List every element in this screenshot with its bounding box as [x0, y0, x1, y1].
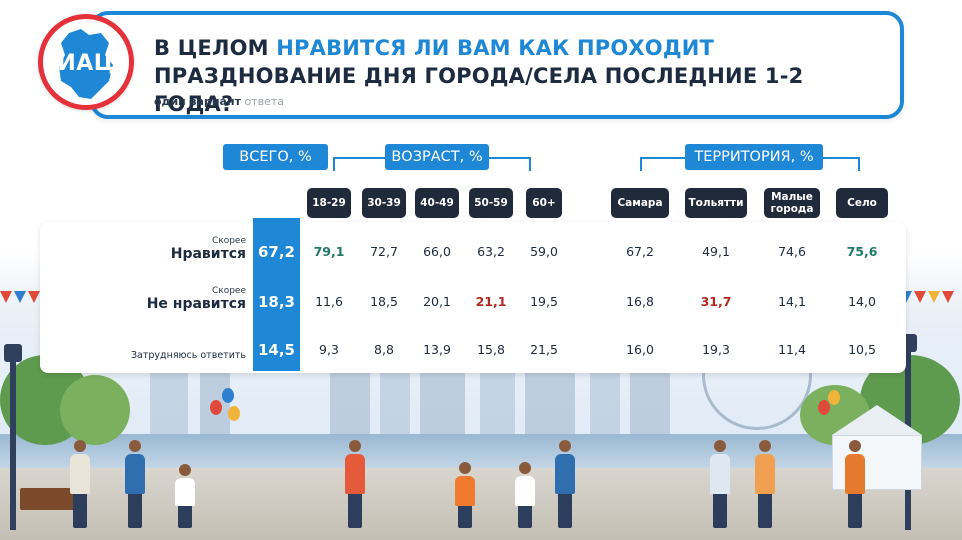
column-header: Самара	[611, 188, 669, 218]
balloon	[828, 390, 840, 405]
table-cell: 19,3	[702, 342, 730, 357]
person	[455, 462, 475, 528]
balloon	[222, 388, 234, 403]
person	[555, 440, 575, 528]
street-lamp	[4, 344, 22, 530]
column-header: 18-29	[307, 188, 351, 218]
total-column-highlight	[253, 218, 300, 371]
person	[125, 440, 145, 528]
title-highlight: НРАВИТСЯ ЛИ ВАМ КАК ПРОХОДИТ	[276, 36, 715, 60]
group-territory-label: ТЕРРИТОРИЯ, %	[685, 144, 823, 170]
group-total-label: ВСЕГО, %	[223, 144, 328, 170]
table-cell: 66,0	[423, 244, 451, 259]
table-cell: 15,8	[477, 342, 505, 357]
table-cell: 16,0	[626, 342, 654, 357]
row-label: Затрудняюсь ответить	[130, 350, 246, 361]
iac-logo: ИАЦ	[38, 14, 134, 110]
balloon	[818, 400, 830, 415]
data-table-card	[40, 222, 906, 373]
total-value: 67,2	[257, 243, 295, 261]
river	[0, 434, 962, 470]
total-value: 18,3	[257, 293, 295, 311]
plaza-ground	[0, 468, 962, 540]
table-cell: 74,6	[778, 244, 806, 259]
table-cell: 67,2	[626, 244, 654, 259]
table-cell: 16,8	[626, 294, 654, 309]
table-cell: 21,1	[475, 294, 507, 309]
table-cell: 20,1	[423, 294, 451, 309]
table-cell: 9,3	[319, 342, 339, 357]
table-cell: 14,0	[848, 294, 876, 309]
bunting-flags	[900, 290, 956, 304]
table-cell: 11,6	[315, 294, 343, 309]
question-header-card	[90, 11, 904, 119]
table-cell: 14,1	[778, 294, 806, 309]
column-header: 30-39	[362, 188, 406, 218]
balloon	[228, 406, 240, 421]
person	[755, 440, 775, 528]
person	[515, 462, 535, 528]
table-cell: 13,9	[423, 342, 451, 357]
region-map-icon	[59, 29, 113, 99]
column-header: Село	[836, 188, 888, 218]
group-age-label: ВОЗРАСТ, %	[385, 144, 489, 170]
row-label: Скорее Нравится	[170, 236, 246, 262]
table-cell: 11,4	[778, 342, 806, 357]
person	[70, 440, 90, 528]
person	[845, 440, 865, 528]
table-cell: 19,5	[530, 294, 558, 309]
row-label: Скорее Не нравится	[146, 286, 246, 312]
table-cell: 79,1	[313, 244, 345, 259]
table-cell: 21,5	[530, 342, 558, 357]
balloon	[210, 400, 222, 415]
table-cell: 10,5	[848, 342, 876, 357]
table-cell: 63,2	[477, 244, 505, 259]
table-cell: 75,6	[846, 244, 878, 259]
table-cell: 31,7	[700, 294, 732, 309]
table-cell: 59,0	[530, 244, 558, 259]
answer-type-note: один вариант ответа	[154, 95, 284, 108]
column-header: 40-49	[415, 188, 459, 218]
table-cell: 49,1	[702, 244, 730, 259]
column-header: Тольятти	[685, 188, 747, 218]
column-header: Малые города	[764, 188, 820, 218]
column-header: 60+	[526, 188, 562, 218]
table-cell: 8,8	[374, 342, 394, 357]
person	[710, 440, 730, 528]
table-cell: 18,5	[370, 294, 398, 309]
tree	[60, 375, 130, 445]
person	[345, 440, 365, 528]
total-value: 14,5	[257, 341, 295, 359]
person	[175, 464, 195, 528]
logo-text: ИАЦ	[57, 50, 115, 76]
table-cell: 72,7	[370, 244, 398, 259]
bench	[20, 488, 75, 510]
question-title: В ЦЕЛОМ НРАВИТСЯ ЛИ ВАМ КАК ПРОХОДИТ ПРА…	[154, 36, 804, 116]
column-header: 50-59	[469, 188, 513, 218]
